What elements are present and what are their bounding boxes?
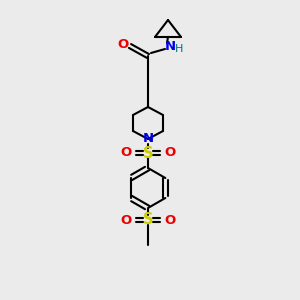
Text: H: H <box>175 44 183 54</box>
Text: O: O <box>120 214 132 226</box>
Text: O: O <box>164 214 175 226</box>
Text: O: O <box>117 38 129 52</box>
Text: O: O <box>120 146 132 160</box>
Text: S: S <box>143 212 153 227</box>
Text: S: S <box>143 146 153 160</box>
Text: O: O <box>164 146 175 160</box>
Text: N: N <box>164 40 175 52</box>
Text: N: N <box>142 133 154 146</box>
